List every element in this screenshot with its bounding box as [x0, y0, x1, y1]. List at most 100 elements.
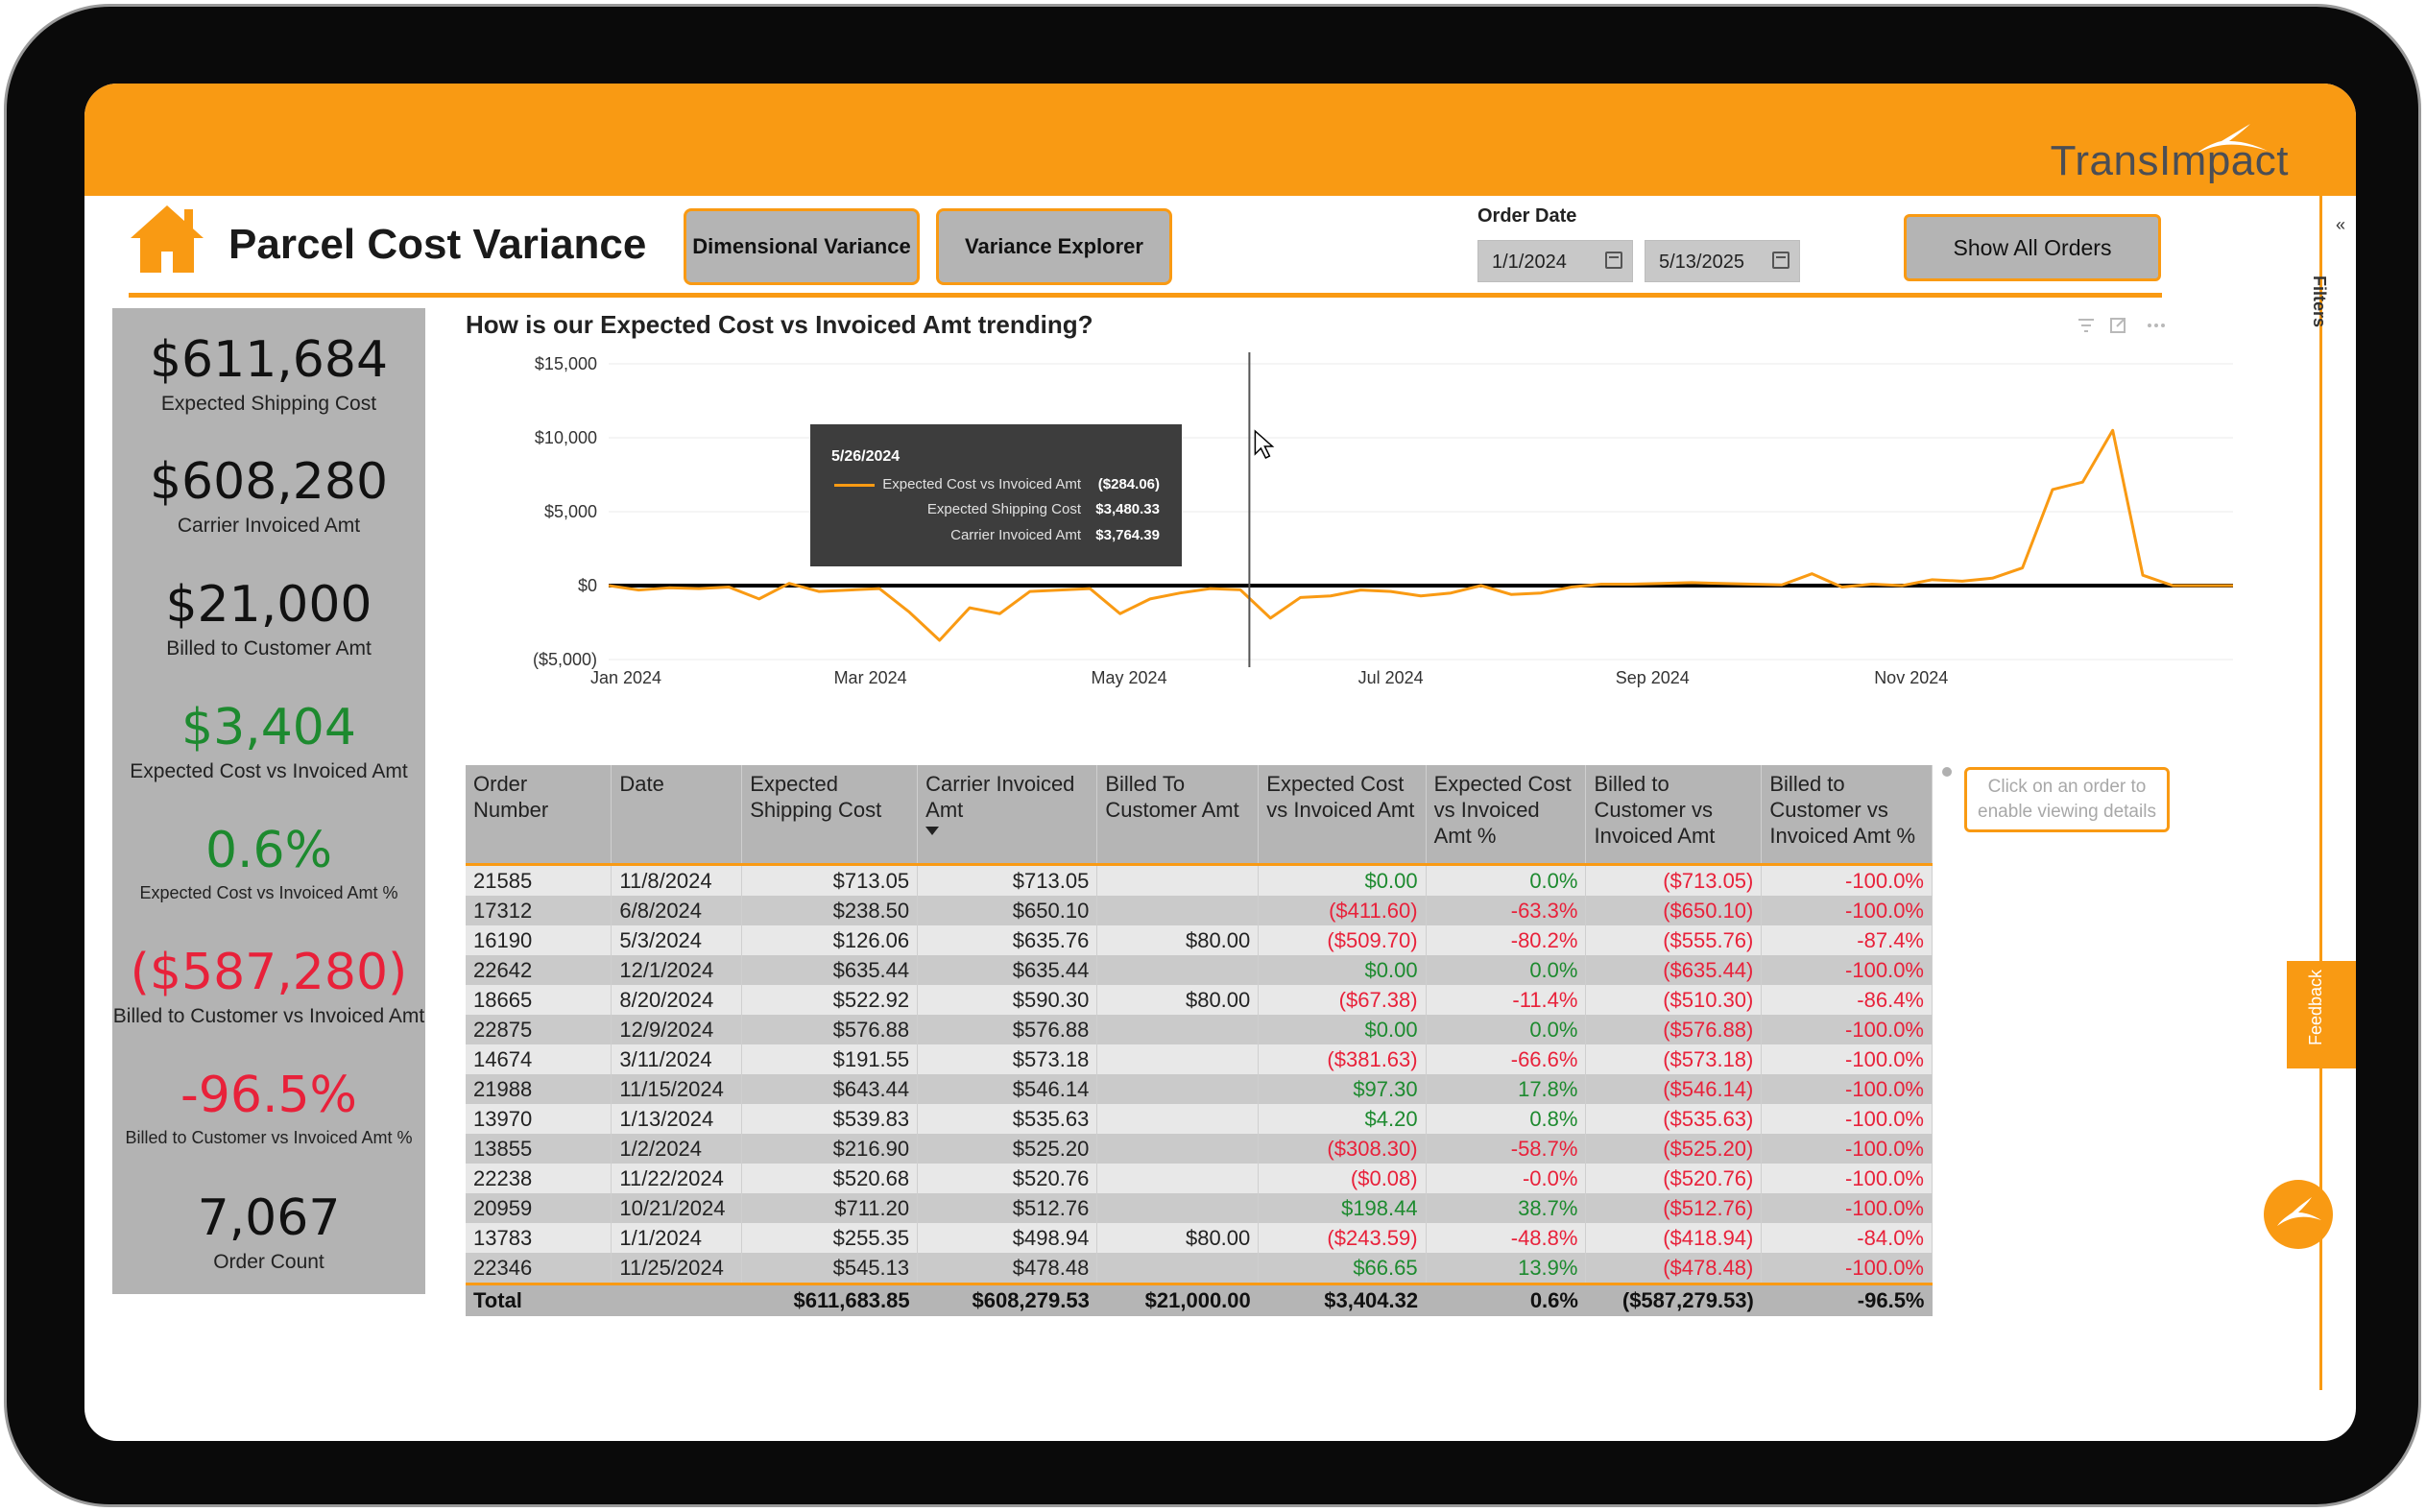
table-cell: $216.90 — [741, 1133, 919, 1164]
trend-line-chart[interactable]: $15,000 $10,000 $5,000 $0 ($5,000)Jan 2024 Ma… — [449, 343, 2235, 765]
calendar-icon[interactable] — [1772, 252, 1789, 269]
dimensional-variance-button[interactable]: Dimensional Variance — [684, 208, 920, 285]
table-cell: 11/8/2024 — [611, 864, 743, 896]
kpi-value: ($587,280) — [130, 944, 408, 1001]
y-tick-label: ($5,000) — [533, 650, 597, 669]
tooltip-row: Expected Shipping Cost $3,480.33 — [810, 501, 1160, 517]
filters-pane-border — [2319, 196, 2322, 1390]
tooltip-label: Expected Shipping Cost — [926, 501, 1081, 517]
kpi-order-count: 7,067 Order Count — [112, 1189, 425, 1274]
table-cell: -100.0% — [1761, 1014, 1933, 1044]
page-title: Parcel Cost Variance — [228, 221, 647, 268]
tooltip-label: Carrier Invoiced Amt — [950, 527, 1081, 543]
sort-descending-icon — [925, 827, 940, 835]
column-header[interactable]: Expected Cost vs Invoiced Amt % — [1426, 765, 1587, 864]
filter-icon[interactable] — [2078, 319, 2094, 332]
table-cell — [1096, 954, 1260, 985]
table-cell: ($650.10) — [1585, 895, 1763, 925]
table-cell: $545.13 — [741, 1252, 919, 1284]
filters-pane-label[interactable]: Filters — [2310, 276, 2329, 328]
kpi-value: $3,404 — [181, 699, 356, 756]
table-row[interactable]: 22642 12/1/2024 $635.44 $635.44 $0.00 0.0% ($6… — [466, 954, 1933, 985]
y-tick-label: $0 — [578, 576, 597, 595]
home-icon[interactable] — [127, 202, 207, 276]
table-row[interactable]: 13855 1/2/2024 $216.90 $525.20 ($308.30) -58.… — [466, 1133, 1933, 1164]
table-row[interactable]: 21585 11/8/2024 $713.05 $713.05 $0.00 0.0% ($7… — [466, 864, 1933, 896]
table-header-row: Order Number Date Expected Shipping Cost… — [466, 765, 1933, 864]
x-tick-label: May 2024 — [1092, 668, 1167, 687]
table-cell: ($0.08) — [1258, 1163, 1427, 1193]
column-header[interactable]: Date — [611, 765, 743, 864]
table-cell: $80.00 — [1096, 984, 1260, 1015]
column-header[interactable]: Billed To Customer Amt — [1096, 765, 1260, 864]
kpi-label: Billed to Customer Amt — [166, 637, 372, 660]
total-cell: -96.5% — [1761, 1282, 1933, 1316]
table-cell: -100.0% — [1761, 1133, 1933, 1164]
orders-table[interactable]: Order Number Date Expected Shipping Cost… — [466, 765, 1933, 1316]
tooltip-row: Expected Cost vs Invoiced Amt ($284.06) — [810, 476, 1160, 492]
table-cell: 12/9/2024 — [611, 1014, 743, 1044]
table-row[interactable]: 20959 10/21/2024 $711.20 $512.76 $198.44 38.7… — [466, 1192, 1933, 1223]
series-line[interactable] — [608, 428, 2233, 642]
table-row[interactable]: 22346 11/25/2024 $545.13 $478.48 $66.65 13.9%… — [466, 1252, 1933, 1284]
table-cell: 22642 — [466, 954, 613, 985]
table-cell: $97.30 — [1258, 1073, 1427, 1104]
order-date-label: Order Date — [1477, 205, 1577, 227]
show-all-orders-button[interactable]: Show All Orders — [1904, 214, 2161, 281]
kpi-expected-vs-invoiced-pct: 0.6% Expected Cost vs Invoiced Amt % — [112, 822, 425, 903]
table-cell: -100.0% — [1761, 1044, 1933, 1074]
table-cell: 10/21/2024 — [611, 1192, 743, 1223]
table-row[interactable]: 13970 1/13/2024 $539.83 $535.63 $4.20 0.8% ($5… — [466, 1103, 1933, 1134]
column-header[interactable]: Billed to Customer vs Invoiced Amt % — [1761, 765, 1933, 864]
kpi-label: Order Count — [213, 1251, 324, 1273]
column-header-sorted[interactable]: Carrier Invoiced Amt — [917, 765, 1098, 864]
end-date-input[interactable]: 5/13/2025 — [1645, 240, 1800, 282]
collapse-filters-icon[interactable]: « — [2336, 215, 2346, 234]
table-cell: $520.68 — [741, 1163, 919, 1193]
table-row[interactable]: 21988 11/15/2024 $643.44 $546.14 $97.30 17.8%… — [466, 1073, 1933, 1104]
focus-mode-icon[interactable] — [2110, 318, 2126, 333]
table-row[interactable]: 14674 3/11/2024 $191.55 $573.18 ($381.63) -66… — [466, 1044, 1933, 1074]
x-tick-label: Jan 2024 — [590, 668, 661, 687]
table-cell: -87.4% — [1761, 924, 1933, 955]
table-cell: $126.06 — [741, 924, 919, 955]
table-cell: 17.8% — [1426, 1073, 1587, 1104]
table-cell: 11/22/2024 — [611, 1163, 743, 1193]
table-row[interactable]: 22238 11/22/2024 $520.68 $520.76 ($0.08) -0.0… — [466, 1163, 1933, 1193]
table-cell: $713.05 — [917, 864, 1098, 896]
more-options-icon[interactable] — [2148, 324, 2165, 327]
kpi-value: $608,280 — [149, 453, 389, 511]
table-row[interactable]: 13783 1/1/2024 $255.35 $498.94 $80.00 ($243.5… — [466, 1222, 1933, 1253]
total-cell: 0.6% — [1426, 1282, 1586, 1316]
table-cell: -84.0% — [1761, 1222, 1933, 1253]
variance-explorer-button[interactable]: Variance Explorer — [936, 208, 1172, 285]
chart-tooltip: 5/26/2024 Expected Cost vs Invoiced Amt (… — [810, 424, 1182, 566]
column-header[interactable]: Expected Shipping Cost — [741, 765, 919, 864]
table-row[interactable]: 17312 6/8/2024 $238.50 $650.10 ($411.60) -63.… — [466, 895, 1933, 925]
bird-logo-icon — [2195, 124, 2268, 155]
feedback-tab[interactable]: Feedback — [2287, 961, 2356, 1068]
start-date-input[interactable]: 1/1/2024 — [1477, 240, 1633, 282]
table-cell: -58.7% — [1426, 1133, 1587, 1164]
table-cell: 0.0% — [1426, 954, 1587, 985]
table-cell: $525.20 — [917, 1133, 1098, 1164]
table-cell: $0.00 — [1258, 864, 1427, 896]
total-cell: Total — [466, 1282, 612, 1316]
table-cell: 13970 — [466, 1103, 613, 1134]
table-row[interactable]: 16190 5/3/2024 $126.06 $635.76 $80.00 ($509.7… — [466, 924, 1933, 955]
details-hint-button[interactable]: Click on an order to enable viewing deta… — [1964, 767, 2170, 832]
table-cell: ($478.48) — [1585, 1252, 1763, 1284]
assistant-button[interactable] — [2264, 1180, 2333, 1249]
column-header[interactable]: Order Number — [466, 765, 613, 864]
column-header[interactable]: Billed to Customer vs Invoiced Amt — [1585, 765, 1763, 864]
calendar-icon[interactable] — [1605, 252, 1622, 269]
table-row[interactable]: 18665 8/20/2024 $522.92 $590.30 $80.00 ($67.3… — [466, 984, 1933, 1015]
table-cell: -100.0% — [1761, 1163, 1933, 1193]
table-row[interactable]: 22875 12/9/2024 $576.88 $576.88 $0.00 0.0% ($5… — [466, 1014, 1933, 1044]
table-cell: $522.92 — [741, 984, 919, 1015]
kpi-carrier-invoiced-amt: $608,280 Carrier Invoiced Amt — [112, 453, 425, 538]
column-header[interactable]: Expected Cost vs Invoiced Amt — [1258, 765, 1427, 864]
table-cell: $520.76 — [917, 1163, 1098, 1193]
top-banner: TransImpact — [84, 84, 2356, 196]
table-total-row: Total $611,683.85 $608,279.53 $21,000.00… — [466, 1282, 1933, 1316]
